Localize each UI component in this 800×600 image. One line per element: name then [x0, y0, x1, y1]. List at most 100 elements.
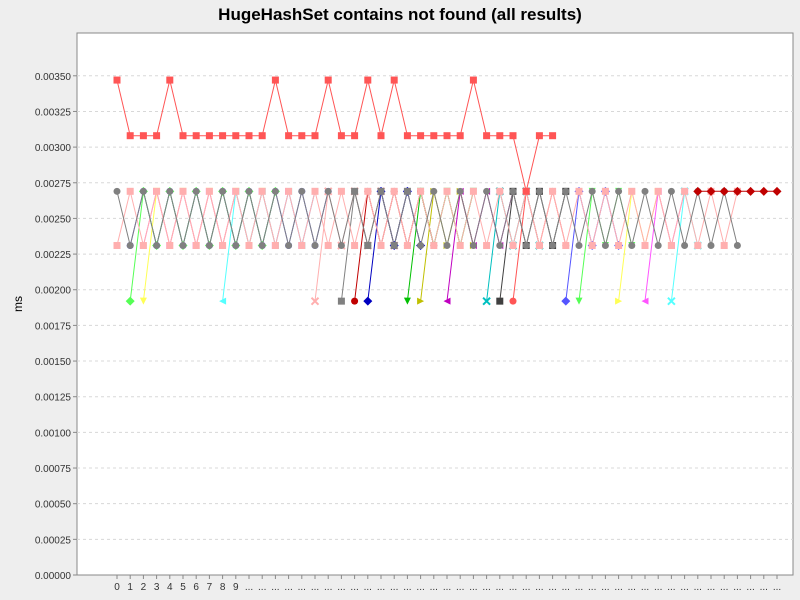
data-point	[324, 242, 332, 250]
data-point	[337, 297, 345, 305]
x-tick-label: ...	[271, 582, 279, 593]
x-tick-label: ...	[562, 582, 570, 593]
data-point	[681, 242, 689, 250]
y-tick-label: 0.00150	[35, 357, 72, 368]
data-point	[219, 187, 227, 195]
data-point	[496, 187, 504, 195]
data-point	[615, 297, 623, 305]
x-tick-label: ...	[324, 582, 332, 593]
data-point	[166, 76, 174, 84]
data-point	[271, 242, 279, 250]
data-point	[139, 297, 147, 305]
data-point	[271, 76, 279, 84]
data-point	[694, 242, 702, 250]
x-tick-label: ...	[496, 582, 504, 593]
data-point	[681, 187, 689, 195]
data-point	[732, 186, 742, 196]
y-axis-label: ms	[11, 296, 25, 312]
x-tick-label: 1	[127, 582, 133, 593]
data-point	[549, 132, 557, 140]
data-point	[232, 187, 240, 195]
x-tick-label: ...	[614, 582, 622, 593]
data-point	[575, 297, 583, 305]
x-tick-label: ...	[311, 582, 319, 593]
data-point	[245, 187, 253, 195]
data-point	[258, 132, 266, 140]
x-tick-label: ...	[509, 582, 517, 593]
data-point	[403, 187, 411, 195]
data-point	[285, 187, 293, 195]
data-point	[575, 187, 583, 195]
data-point	[628, 242, 636, 250]
data-point	[654, 187, 662, 195]
x-tick-label: 5	[180, 582, 186, 593]
x-tick-label: ...	[654, 582, 662, 593]
data-point	[390, 76, 398, 84]
data-point	[641, 242, 649, 250]
x-tick-label: 9	[233, 582, 239, 593]
data-point	[153, 132, 161, 140]
data-point	[364, 242, 372, 250]
x-tick-label: ...	[628, 582, 636, 593]
x-tick-label: ...	[773, 582, 781, 593]
data-point	[219, 242, 227, 250]
data-point	[310, 296, 320, 306]
chart-title: HugeHashSet contains not found (all resu…	[218, 5, 582, 24]
data-point	[417, 187, 425, 195]
x-tick-label: ...	[258, 582, 266, 593]
x-tick-label: 2	[141, 582, 147, 593]
data-point	[483, 242, 491, 250]
x-tick-label: ...	[245, 582, 253, 593]
data-point	[363, 296, 373, 306]
data-point	[351, 242, 359, 250]
x-tick-label: ...	[746, 582, 754, 593]
data-point	[219, 132, 227, 140]
data-point	[298, 242, 306, 250]
data-point	[192, 187, 200, 195]
data-point	[113, 187, 121, 195]
data-point	[496, 297, 504, 305]
series-line	[116, 191, 738, 246]
data-point	[706, 186, 716, 196]
data-point	[139, 132, 147, 140]
y-tick-label: 0.00275	[35, 179, 72, 190]
data-point	[179, 187, 187, 195]
data-point	[245, 132, 253, 140]
x-tick-label: ...	[707, 582, 715, 593]
data-point	[179, 242, 187, 250]
data-point	[351, 297, 359, 305]
data-point	[707, 242, 715, 250]
data-point	[351, 187, 359, 195]
data-point	[166, 187, 174, 195]
data-point	[232, 132, 240, 140]
data-point	[615, 242, 623, 250]
data-point	[535, 187, 543, 195]
data-point	[641, 187, 649, 195]
data-point	[337, 242, 345, 250]
data-point	[588, 187, 596, 195]
data-point	[377, 132, 385, 140]
data-point	[509, 242, 517, 250]
x-tick-label: ...	[390, 582, 398, 593]
data-point	[390, 187, 398, 195]
y-tick-label: 0.00325	[35, 107, 72, 118]
data-point	[430, 132, 438, 140]
data-point	[430, 242, 438, 250]
data-point	[575, 242, 583, 250]
data-point	[351, 132, 359, 140]
x-tick-label: ...	[416, 582, 424, 593]
data-point	[403, 132, 411, 140]
data-point	[496, 132, 504, 140]
y-tick-label: 0.00050	[35, 500, 72, 511]
data-point	[258, 187, 266, 195]
data-point	[588, 242, 596, 250]
data-point	[166, 242, 174, 250]
grid-lines	[77, 75, 793, 540]
x-tick-label: 7	[207, 582, 213, 593]
data-point	[456, 132, 464, 140]
y-tick-label: 0.00000	[35, 571, 72, 582]
data-point	[667, 187, 675, 195]
data-point	[456, 242, 464, 250]
